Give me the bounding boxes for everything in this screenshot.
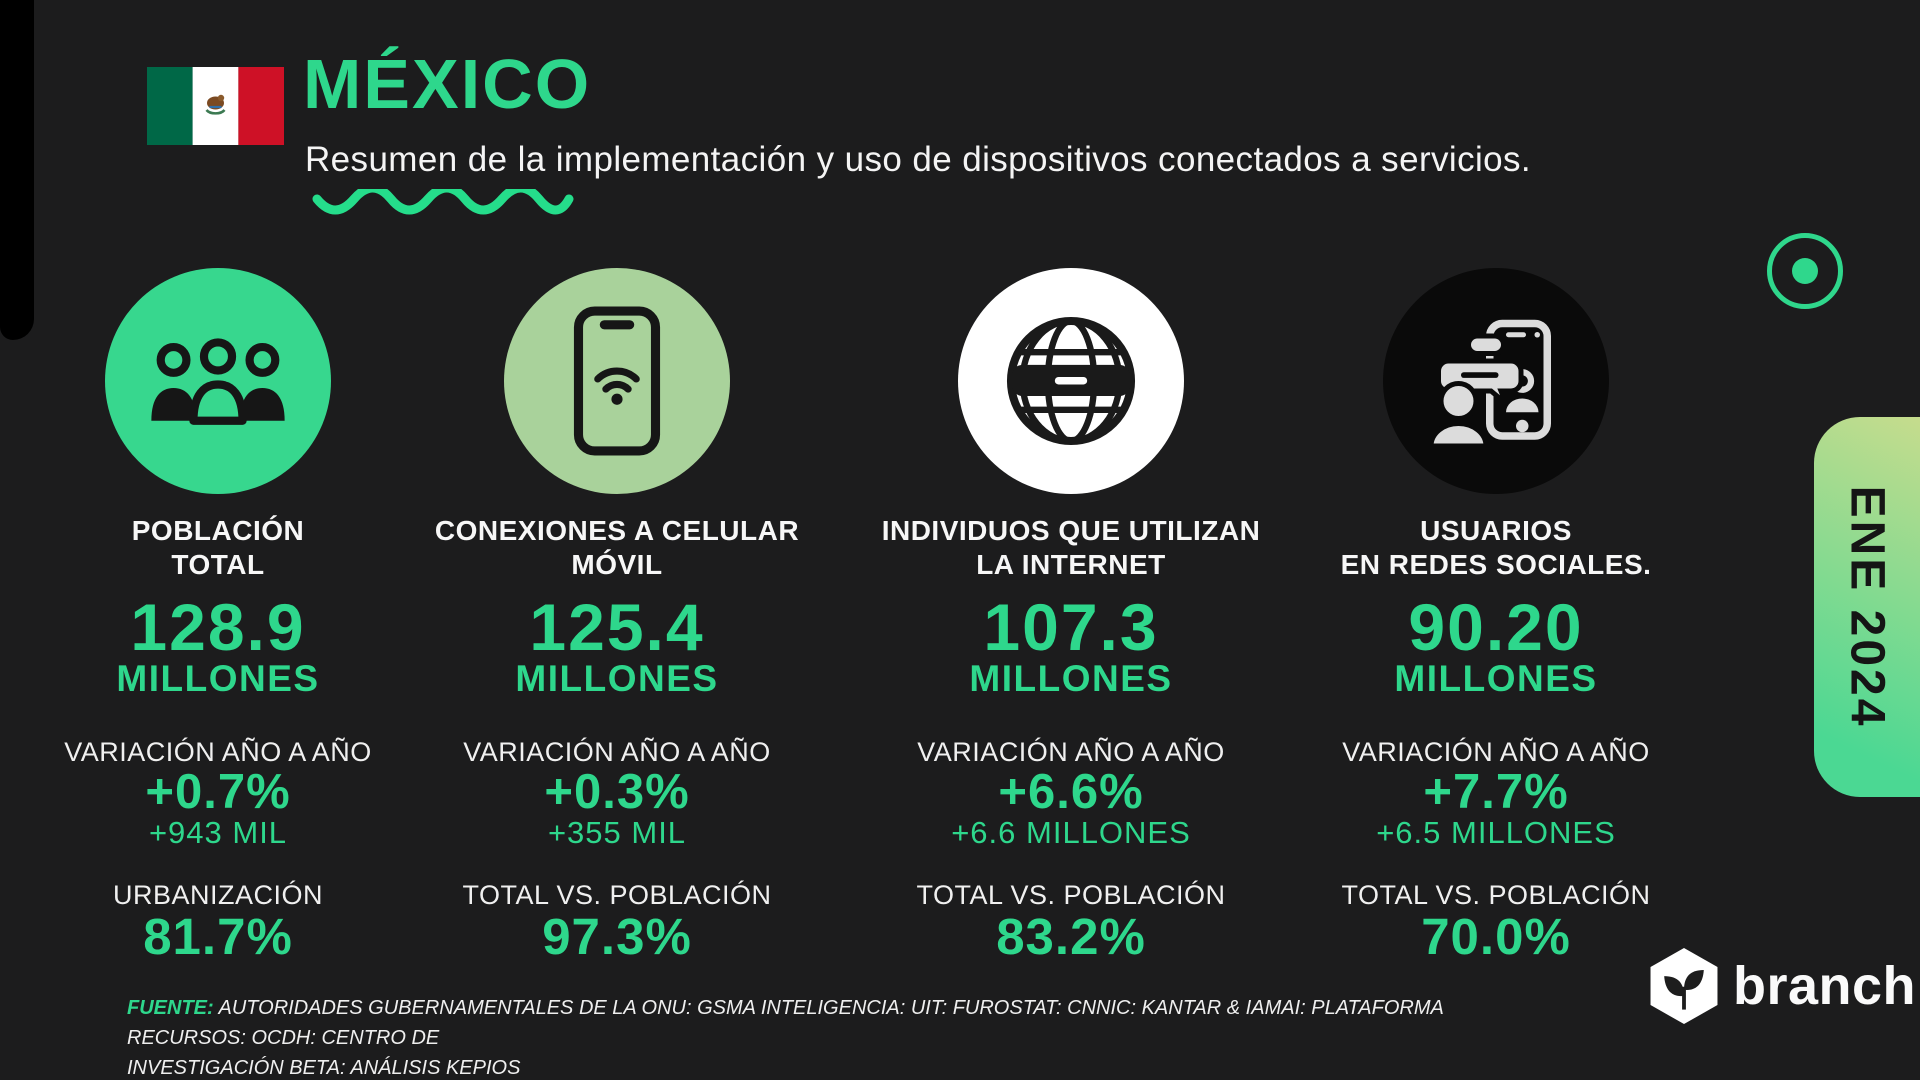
yoy-percent: +6.6%: [998, 765, 1144, 819]
stat-value: 107.3: [983, 590, 1159, 664]
stat-label-line2: LA INTERNET: [976, 549, 1166, 580]
yoy-label: VARIACIÓN AÑO A AÑO: [64, 737, 372, 767]
stat-value: 125.4: [529, 590, 705, 664]
stat-label-line1: CONEXIONES A CELULAR: [434, 515, 800, 546]
mobile-phone-wifi-icon: [573, 306, 661, 456]
stat-label-line1: INDIVIDUOS QUE UTILIZAN: [881, 515, 1261, 546]
metric-label: TOTAL VS. POBLACIÓN: [916, 880, 1226, 910]
circle-dot-center: [1792, 258, 1818, 284]
stat-card-mobile-connections: CONEXIONES A CELULAR MÓVIL 125.4 MILLONES…: [407, 268, 827, 963]
stat-label: USUARIOS EN REDES SOCIALES.: [1286, 514, 1706, 582]
mobile-icon-circle: [504, 268, 730, 494]
page-subtitle: Resumen de la implementación y uso de di…: [305, 140, 1532, 179]
stat-card-social-users: USUARIOS EN REDES SOCIALES. 90.20 MILLONE…: [1286, 268, 1706, 963]
stat-card-internet-users: INDIVIDUOS QUE UTILIZAN LA INTERNET 107.3…: [861, 268, 1281, 963]
yoy-absolute: +355 MIL: [547, 815, 687, 850]
metric-value: 81.7%: [143, 908, 293, 965]
stat-value: 90.20: [1408, 590, 1584, 664]
source-text-line1: AUTORIDADES GUBERNAMENTALES DE LA ONU: G…: [127, 997, 1444, 1049]
page-title: MÉXICO: [303, 45, 592, 123]
yoy-label: VARIACIÓN AÑO A AÑO: [463, 737, 771, 767]
stat-label: CONEXIONES A CELULAR MÓVIL: [407, 514, 827, 582]
stat-card-population: POBLACIÓN TOTAL 128.9 MILLONES VARIACIÓN …: [8, 268, 428, 963]
brand-logo: branch: [1649, 946, 1916, 1026]
brand-name: branch: [1733, 956, 1917, 1016]
mexico-flag-icon: [147, 67, 284, 145]
stat-unit: MILLONES: [969, 658, 1173, 699]
stat-label-line2: EN REDES SOCIALES.: [1340, 549, 1652, 580]
stat-label-line2: MÓVIL: [571, 549, 663, 580]
yoy-absolute: +6.6 MILLONES: [951, 815, 1191, 850]
yoy-absolute: +6.5 MILLONES: [1376, 815, 1616, 850]
metric-label: TOTAL VS. POBLACIÓN: [1341, 880, 1651, 910]
stat-label-line2: TOTAL: [171, 549, 265, 580]
branch-hexagon-leaf-logo: [1650, 947, 1718, 1025]
yoy-percent: +0.7%: [145, 765, 291, 819]
stat-unit: MILLONES: [116, 658, 320, 699]
source-text-line2: INVESTIGACIÓN BETA: ANÁLISIS KEPIOS: [127, 1057, 521, 1079]
metric-value: 97.3%: [542, 908, 692, 965]
population-icon-circle: [105, 268, 331, 494]
metric-label: URBANIZACIÓN: [112, 880, 324, 910]
internet-globe-icon: [1006, 316, 1136, 446]
internet-icon-circle: [958, 268, 1184, 494]
yoy-label: VARIACIÓN AÑO A AÑO: [1342, 737, 1650, 767]
social-media-phone-icon: [1428, 319, 1551, 449]
stat-label-line1: USUARIOS: [1420, 515, 1572, 546]
corner-pillar-decoration: [0, 0, 34, 340]
stat-label: POBLACIÓN TOTAL: [8, 514, 428, 582]
source-note: FUENTE: AUTORIDADES GUBERNAMENTALES DE L…: [127, 993, 1517, 1080]
stat-label: INDIVIDUOS QUE UTILIZAN LA INTERNET: [861, 514, 1281, 582]
metric-value: 70.0%: [1421, 908, 1571, 965]
stat-unit: MILLONES: [1394, 658, 1598, 699]
yoy-percent: +7.7%: [1423, 765, 1569, 819]
period-badge: ENE 2024: [1814, 417, 1920, 797]
yoy-absolute: +943 MIL: [148, 815, 288, 850]
period-badge-label: ENE 2024: [1840, 485, 1894, 729]
yoy-label: VARIACIÓN AÑO A AÑO: [917, 737, 1225, 767]
circle-dot-icon: [1767, 233, 1843, 309]
stat-label-line1: POBLACIÓN: [131, 515, 305, 546]
squiggle-underline: [312, 189, 574, 215]
metric-label: TOTAL VS. POBLACIÓN: [462, 880, 772, 910]
stat-unit: MILLONES: [515, 658, 719, 699]
yoy-percent: +0.3%: [544, 765, 690, 819]
metric-value: 83.2%: [996, 908, 1146, 965]
people-icon: [151, 338, 285, 425]
stat-value: 128.9: [130, 590, 306, 664]
source-label: FUENTE:: [127, 997, 214, 1019]
social-icon-circle: [1383, 268, 1609, 494]
